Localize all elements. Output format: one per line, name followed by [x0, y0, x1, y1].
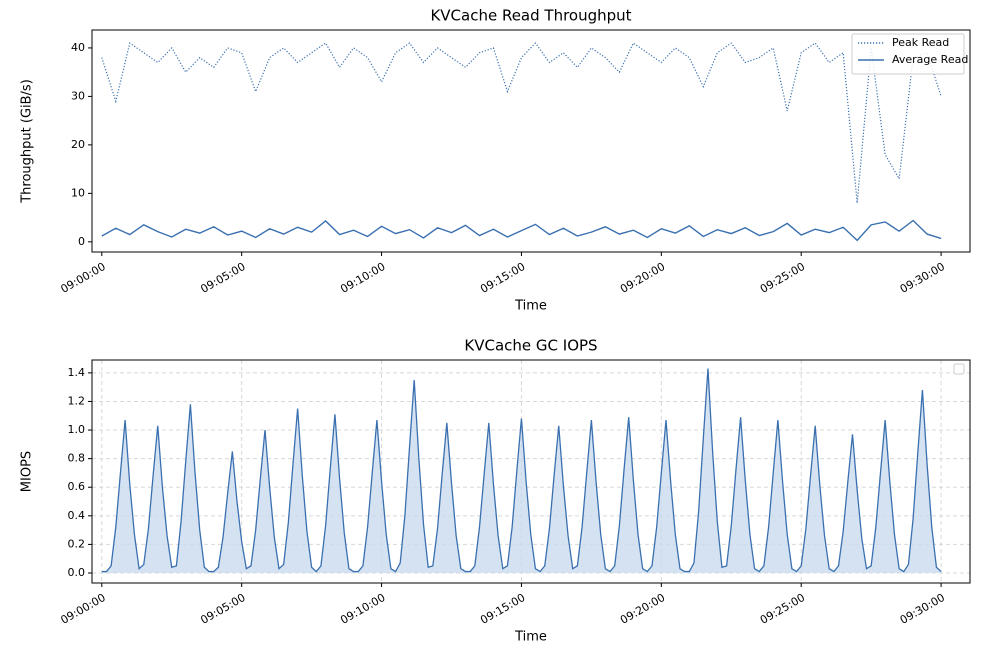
y-tick-label: 40	[71, 41, 85, 54]
series-line	[101, 219, 942, 242]
y-tick-label: 1.2	[68, 394, 86, 407]
x-tick-label: 09:25:00	[758, 260, 807, 296]
area-fill	[101, 368, 942, 573]
y-tick-label: 20	[71, 138, 85, 151]
y-axis-label: MIOPS	[20, 451, 35, 492]
x-tick-label: 09:10:00	[338, 260, 387, 296]
plot-frame	[91, 359, 971, 584]
y-tick-label: 1.4	[68, 366, 86, 379]
x-tick-label: 09:30:00	[898, 591, 947, 627]
x-tick-label: 09:05:00	[198, 260, 247, 296]
x-tick-label: 09:15:00	[478, 591, 527, 627]
legend-box	[851, 33, 965, 75]
y-tick-label: 30	[71, 89, 85, 102]
x-tick-label: 09:05:00	[198, 591, 247, 627]
y-tick-label: 0.2	[68, 537, 86, 550]
x-tick-label: 09:00:00	[59, 260, 108, 296]
y-tick-label: 1.0	[68, 423, 86, 436]
x-tick-label: 09:10:00	[338, 591, 387, 627]
y-axis-label: Throughput (GiB/s)	[20, 79, 35, 204]
x-axis-label: Time	[514, 630, 547, 645]
x-tick-label: 09:20:00	[618, 260, 667, 296]
x-axis-label: Time	[514, 299, 547, 314]
legend-label: Peak Read	[892, 36, 949, 49]
y-tick-label: 0.6	[68, 480, 86, 493]
area-line	[101, 368, 942, 573]
plot-frame	[91, 29, 971, 253]
series-line	[101, 42, 942, 204]
y-tick-label: 0.4	[68, 509, 86, 522]
x-tick-label: 09:20:00	[618, 591, 667, 627]
legend-label: Average Read	[892, 53, 968, 66]
legend-box	[953, 363, 965, 375]
chart-title: KVCache GC IOPS	[464, 337, 597, 355]
x-tick-label: 09:00:00	[59, 591, 108, 627]
y-tick-label: 0.8	[68, 452, 86, 465]
y-tick-label: 0	[78, 235, 85, 248]
x-tick-label: 09:30:00	[898, 260, 947, 296]
chart-title: KVCache Read Throughput	[430, 7, 631, 25]
y-tick-label: 0.0	[68, 566, 86, 579]
x-tick-label: 09:25:00	[758, 591, 807, 627]
y-tick-label: 10	[71, 186, 85, 199]
x-tick-label: 09:15:00	[478, 260, 527, 296]
